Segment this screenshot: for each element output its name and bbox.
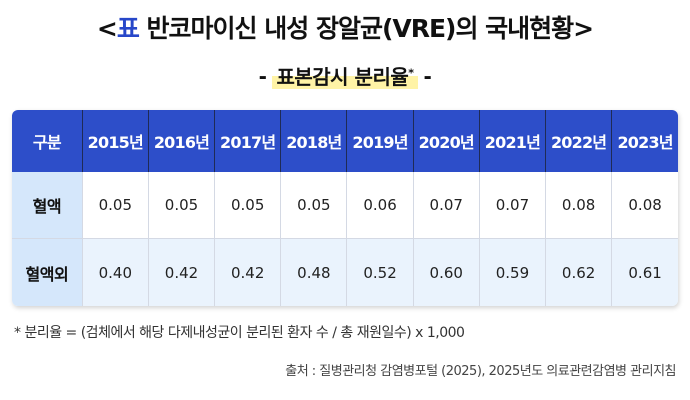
header-cell-year: 2016년 bbox=[147, 110, 215, 172]
title-text: 반코마이신 내성 장알균(VRE)의 국내현황 bbox=[138, 14, 575, 43]
table-row-blood: 혈액 0.05 0.05 0.05 0.05 0.06 0.07 0.07 0.… bbox=[12, 172, 678, 239]
subtitle-dash-left: - bbox=[258, 64, 267, 89]
table-header-row: 구분 2015년 2016년 2017년 2018년 2019년 2020년 2… bbox=[12, 110, 678, 172]
header-cell-year: 2018년 bbox=[280, 110, 347, 172]
table-cell: 0.59 bbox=[478, 238, 546, 306]
table-cell: 0.40 bbox=[81, 238, 149, 306]
table-cell: 0.42 bbox=[214, 238, 281, 306]
table-cell: 0.06 bbox=[346, 172, 414, 239]
subtitle-text: 표본감시 분리율 bbox=[276, 64, 409, 89]
header-cell-year: 2020년 bbox=[412, 110, 480, 172]
table-cell: 0.62 bbox=[545, 238, 612, 306]
title-open-bracket: < bbox=[96, 14, 118, 43]
page-title: <표 반코마이신 내성 장알균(VRE)의 국내현황> bbox=[0, 12, 690, 46]
table-cell: 0.48 bbox=[280, 238, 347, 306]
header-cell-year: 2021년 bbox=[478, 110, 546, 172]
table-cell: 0.60 bbox=[412, 238, 480, 306]
table-cell: 0.52 bbox=[346, 238, 414, 306]
table-row-non-blood: 혈액외 0.40 0.42 0.42 0.48 0.52 0.60 0.59 0… bbox=[12, 238, 678, 306]
header-cell-year: 2015년 bbox=[81, 110, 149, 172]
table-cell: 0.05 bbox=[280, 172, 347, 239]
vre-table-container: 구분 2015년 2016년 2017년 2018년 2019년 2020년 2… bbox=[12, 110, 678, 306]
footnote: * 분리율 = (검체에서 해당 다제내성균이 분리된 환자 수 / 총 재원일… bbox=[14, 325, 465, 341]
table-cell: 0.05 bbox=[214, 172, 281, 239]
table-cell: 0.07 bbox=[412, 172, 480, 239]
header-cell-category: 구분 bbox=[12, 110, 83, 172]
subtitle-asterisk: * bbox=[408, 66, 414, 79]
vre-table: 구분 2015년 2016년 2017년 2018년 2019년 2020년 2… bbox=[12, 110, 678, 306]
row-label-blood: 혈액 bbox=[12, 172, 83, 239]
table-cell: 0.08 bbox=[611, 172, 678, 239]
subtitle-dash-right: - bbox=[423, 64, 432, 89]
source-citation: 출처 : 질병관리청 감염병포털 (2025), 2025년도 의료관련감염병 … bbox=[285, 364, 676, 379]
table-cell: 0.42 bbox=[147, 238, 215, 306]
title-close-bracket: > bbox=[573, 14, 594, 43]
table-cell: 0.05 bbox=[147, 172, 215, 239]
table-cell: 0.61 bbox=[611, 238, 678, 306]
title-tag: 표 bbox=[116, 14, 140, 43]
header-cell-year: 2022년 bbox=[545, 110, 612, 172]
header-cell-year: 2023년 bbox=[611, 110, 678, 172]
row-label-non-blood: 혈액외 bbox=[12, 238, 83, 306]
header-cell-year: 2017년 bbox=[214, 110, 281, 172]
page-subtitle: - 표본감시 분리율* - bbox=[0, 58, 690, 92]
table-cell: 0.07 bbox=[478, 172, 546, 239]
table-cell: 0.08 bbox=[545, 172, 612, 239]
table-cell: 0.05 bbox=[81, 172, 149, 239]
header-cell-year: 2019년 bbox=[346, 110, 414, 172]
subtitle-highlight: 표본감시 분리율* bbox=[272, 64, 418, 89]
